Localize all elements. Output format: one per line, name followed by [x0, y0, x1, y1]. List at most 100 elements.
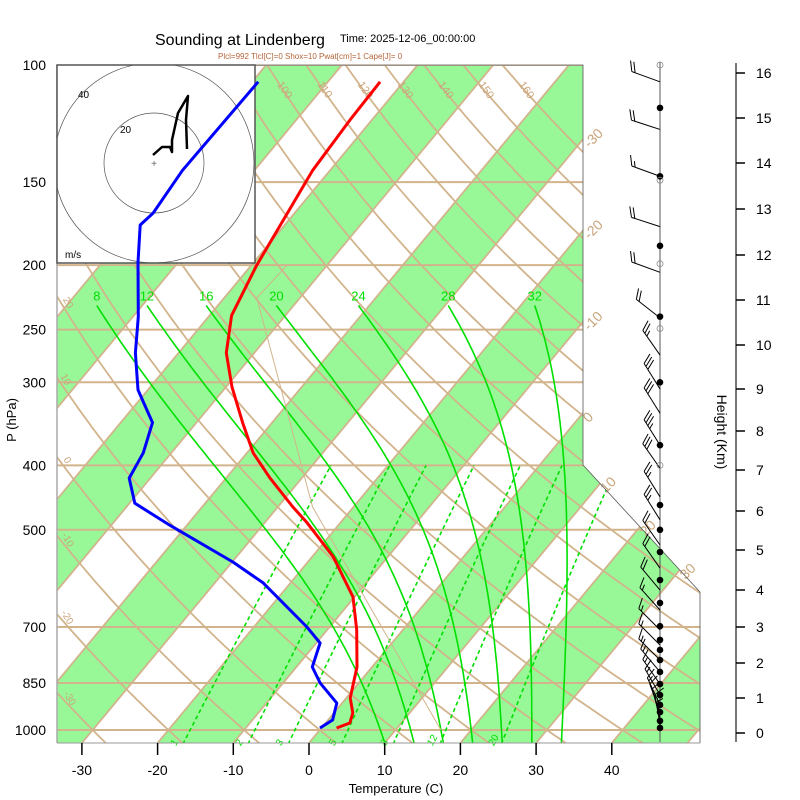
sounding-profiles: [127, 80, 442, 731]
barb-feather: [638, 597, 643, 609]
barb-feather: [642, 510, 649, 521]
wind-barb: [644, 659, 661, 696]
barb-shaft: [631, 165, 661, 177]
height-tick-label: 3: [756, 619, 764, 635]
barb-feather: [642, 533, 649, 544]
height-tick-label: 2: [756, 655, 764, 671]
barb-feather: [657, 697, 664, 702]
pressure-tick-label: 100: [23, 57, 47, 73]
barb-feather: [629, 109, 632, 121]
barb-shaft: [642, 659, 661, 685]
hodograph-inset: 20 40 m/s +: [56, 64, 256, 264]
pressure-tick-label: 850: [23, 675, 47, 691]
wind-barb: [642, 533, 661, 569]
wind-barb: [642, 649, 661, 685]
barb-shaft: [642, 543, 661, 569]
barb-feather: [638, 613, 643, 624]
moist-adiabat-label: 8: [93, 289, 100, 304]
level-marker-filled: [656, 599, 664, 607]
barb-feather: [648, 675, 653, 682]
level-marker-filled: [656, 680, 664, 688]
barb-feather: [640, 605, 644, 612]
dry-adiabat: [187, 65, 700, 743]
isotherm-label: -10: [580, 308, 606, 334]
dry-adiabat: [70, 65, 700, 743]
pressure-tick-label: 1000: [15, 722, 46, 738]
dry-adiabat: [57, 65, 415, 743]
dry-adiabat: [148, 65, 700, 743]
barb-feather: [644, 323, 651, 334]
moist-adiabat-label: 24: [351, 289, 365, 304]
barb-feather: [647, 471, 652, 478]
barb-shaft: [631, 71, 661, 83]
barb-feather: [642, 320, 649, 331]
barb-feather: [647, 359, 655, 370]
barb-shaft: [644, 668, 661, 696]
wind-barb: [638, 628, 661, 661]
hodograph-ring: [57, 65, 255, 263]
wind-barb: [642, 320, 661, 356]
level-marker-filled: [656, 526, 664, 534]
height-tick-label: 9: [756, 381, 764, 397]
barb-shaft: [643, 471, 661, 498]
level-marker-filled: [656, 701, 664, 709]
dry-adiabat: [305, 65, 700, 743]
isotherm-band: [610, 65, 700, 743]
dewpoint-profile: [127, 80, 339, 730]
chart-title: Sounding at Lindenberg: [155, 32, 325, 49]
wind-barb: [643, 461, 661, 498]
dry-adiabat-label: 0: [61, 455, 74, 466]
barb-feather: [642, 559, 648, 570]
barb-feather: [639, 577, 645, 588]
x-tick-label: 20: [453, 762, 469, 778]
barb-feather: [629, 206, 632, 218]
level-marker-open: [656, 325, 664, 332]
level-marker-filled: [656, 104, 664, 112]
barb-feather: [638, 628, 643, 640]
barb-shaft: [642, 520, 661, 546]
level-marker-filled: [656, 646, 664, 654]
barb-feather: [654, 687, 664, 696]
x-tick-label: 0: [305, 762, 313, 778]
isotherm-line: [610, 65, 700, 743]
barb-feather: [643, 353, 651, 364]
height-tick-label: 7: [756, 462, 764, 478]
x-tick-label: 40: [604, 762, 620, 778]
barb-feather: [649, 423, 654, 429]
level-marker-filled: [656, 708, 664, 716]
moist-adiabat-label: 12: [140, 289, 154, 304]
level-marker-filled: [656, 501, 664, 509]
level-marker-filled: [656, 622, 664, 630]
barb-feather: [633, 252, 636, 264]
height-tick-label: 11: [756, 292, 771, 308]
level-marker-filled: [656, 636, 664, 644]
wind-barb: [643, 410, 661, 446]
mixing-ratio-label: 12: [425, 733, 440, 749]
dry-adiabat: [109, 65, 700, 743]
barb-feather: [633, 161, 636, 168]
height-tick-label: 8: [756, 423, 764, 439]
barb-shaft: [636, 298, 661, 319]
pressure-tick-label: 400: [23, 457, 47, 473]
x-tick-label: 10: [377, 762, 393, 778]
wind-barb: [630, 60, 661, 83]
height-tick-label: 12: [756, 247, 772, 263]
barb-feather: [646, 439, 653, 450]
barb-feather: [640, 556, 646, 568]
isotherm-line: [57, 65, 570, 743]
height-tick-label: 14: [756, 155, 772, 171]
ring-label: 20: [120, 125, 132, 136]
isotherm-line: [685, 65, 700, 743]
x-axis-title: Temperature (C): [349, 781, 444, 796]
level-marker-filled: [656, 313, 664, 320]
y-axis-title: P (hPa): [4, 398, 19, 442]
barb-feather: [642, 649, 649, 660]
pressure-tick-label: 250: [23, 322, 47, 338]
height-tick-label: 4: [756, 582, 764, 598]
hodograph-unit-label: m/s: [65, 250, 81, 261]
hodograph-frame: [56, 64, 256, 264]
level-marker-open: [656, 61, 664, 69]
isotherm-band: [459, 65, 700, 743]
isotherm-line: [57, 65, 494, 743]
barb-feather: [645, 464, 653, 475]
